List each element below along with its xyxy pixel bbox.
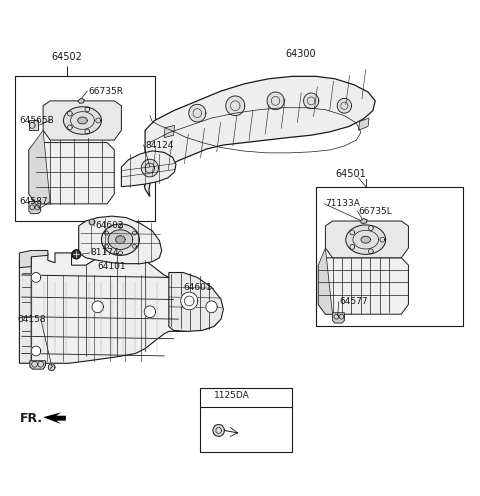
- Text: 81174: 81174: [91, 248, 119, 257]
- Polygon shape: [43, 412, 66, 424]
- Polygon shape: [318, 258, 408, 314]
- Polygon shape: [29, 130, 50, 204]
- Polygon shape: [108, 230, 133, 249]
- Polygon shape: [30, 361, 46, 369]
- Polygon shape: [143, 76, 375, 196]
- Bar: [200, 388, 292, 451]
- Text: 64158: 64158: [17, 314, 46, 323]
- Polygon shape: [141, 159, 158, 177]
- Polygon shape: [43, 101, 121, 140]
- Polygon shape: [206, 301, 217, 313]
- Polygon shape: [359, 118, 369, 130]
- Text: FR.: FR.: [19, 412, 43, 425]
- Polygon shape: [29, 201, 41, 214]
- Polygon shape: [48, 364, 55, 371]
- Polygon shape: [180, 292, 198, 310]
- Polygon shape: [226, 96, 245, 116]
- Polygon shape: [360, 219, 367, 224]
- Bar: [316, 186, 463, 326]
- Polygon shape: [31, 272, 41, 282]
- Polygon shape: [116, 236, 125, 244]
- Text: 84124: 84124: [145, 140, 173, 149]
- Polygon shape: [19, 250, 48, 268]
- Polygon shape: [78, 117, 87, 124]
- Polygon shape: [213, 425, 224, 436]
- Polygon shape: [121, 151, 176, 186]
- Polygon shape: [89, 219, 95, 225]
- Text: 66735L: 66735L: [359, 207, 392, 216]
- Polygon shape: [189, 104, 206, 122]
- Text: 66735R: 66735R: [88, 87, 123, 96]
- Polygon shape: [318, 248, 333, 314]
- Polygon shape: [63, 107, 101, 134]
- Polygon shape: [303, 93, 319, 109]
- Polygon shape: [144, 306, 156, 317]
- Polygon shape: [267, 92, 284, 110]
- Polygon shape: [29, 142, 114, 204]
- Text: 64565B: 64565B: [19, 116, 54, 125]
- Polygon shape: [31, 346, 41, 356]
- Text: 64601: 64601: [183, 283, 212, 292]
- Text: 64587: 64587: [19, 197, 48, 206]
- Polygon shape: [22, 253, 221, 363]
- Polygon shape: [29, 121, 38, 130]
- Polygon shape: [78, 98, 84, 103]
- Text: 1125DA: 1125DA: [214, 391, 250, 400]
- Text: 64300: 64300: [285, 49, 316, 60]
- Text: 64502: 64502: [51, 52, 82, 62]
- Polygon shape: [361, 236, 371, 243]
- Polygon shape: [325, 221, 408, 258]
- Polygon shape: [19, 258, 31, 363]
- Polygon shape: [169, 272, 223, 331]
- Polygon shape: [337, 98, 351, 113]
- Polygon shape: [346, 225, 385, 254]
- Text: 64577: 64577: [340, 298, 368, 307]
- Text: 64602: 64602: [96, 221, 124, 231]
- Text: 64101: 64101: [97, 262, 126, 271]
- Polygon shape: [92, 301, 103, 313]
- Polygon shape: [333, 313, 344, 323]
- Polygon shape: [101, 224, 139, 255]
- Polygon shape: [72, 250, 81, 259]
- Polygon shape: [164, 125, 175, 138]
- Text: 71133A: 71133A: [325, 199, 360, 208]
- Bar: [14, 76, 155, 221]
- Polygon shape: [79, 216, 162, 264]
- Text: 64501: 64501: [335, 170, 366, 180]
